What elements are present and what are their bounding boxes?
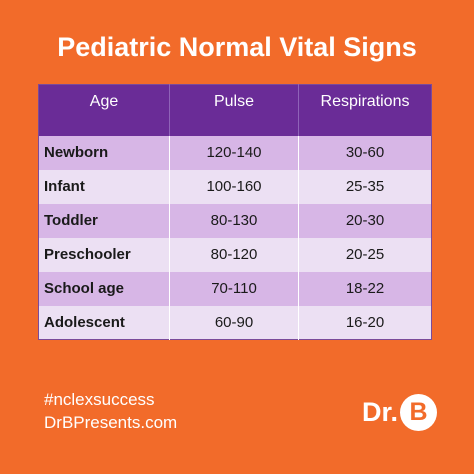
table-row: Toddler 80-130 20-30 xyxy=(38,203,432,238)
pulse-cell: 70-110 xyxy=(169,271,299,306)
pulse-cell: 120-140 xyxy=(169,135,299,170)
respirations-cell: 16-20 xyxy=(298,305,432,340)
age-cell: Preschooler xyxy=(38,237,170,272)
table-row: Newborn 120-140 30-60 xyxy=(38,135,432,170)
respirations-cell: 25-35 xyxy=(298,169,432,204)
logo-text: Dr. xyxy=(362,397,399,427)
header-pulse: Pulse xyxy=(169,84,299,136)
header-respirations: Respirations xyxy=(298,84,432,136)
header-age: Age xyxy=(38,84,170,136)
hashtag-text: #nclexsuccess xyxy=(44,390,155,409)
pulse-cell: 100-160 xyxy=(169,169,299,204)
dr-b-logo: Dr. B xyxy=(362,392,438,432)
pulse-cell: 60-90 xyxy=(169,305,299,340)
website-link[interactable]: DrBPresents.com xyxy=(44,413,178,432)
logo-circle-b: B xyxy=(400,393,438,431)
table-row: Preschooler 80-120 20-25 xyxy=(38,237,432,272)
respirations-cell: 18-22 xyxy=(298,271,432,306)
table-row: Adolescent 60-90 16-20 xyxy=(38,305,432,340)
respirations-cell: 30-60 xyxy=(298,135,432,170)
pulse-cell: 80-120 xyxy=(169,237,299,272)
pulse-cell: 80-130 xyxy=(169,203,299,238)
respirations-cell: 20-30 xyxy=(298,203,432,238)
age-cell: Infant xyxy=(38,169,170,204)
respirations-cell: 20-25 xyxy=(298,237,432,272)
table-header-row: Age Pulse Respirations xyxy=(38,84,432,136)
page-title: Pediatric Normal Vital Signs xyxy=(57,32,417,62)
age-cell: Adolescent xyxy=(38,305,170,340)
vital-signs-table: Age Pulse Respirations Newborn 120-140 3… xyxy=(38,84,432,340)
age-cell: School age xyxy=(38,271,170,306)
table-row: School age 70-110 18-22 xyxy=(38,271,432,306)
age-cell: Newborn xyxy=(38,135,170,170)
age-cell: Toddler xyxy=(38,203,170,238)
table-row: Infant 100-160 25-35 xyxy=(38,169,432,204)
